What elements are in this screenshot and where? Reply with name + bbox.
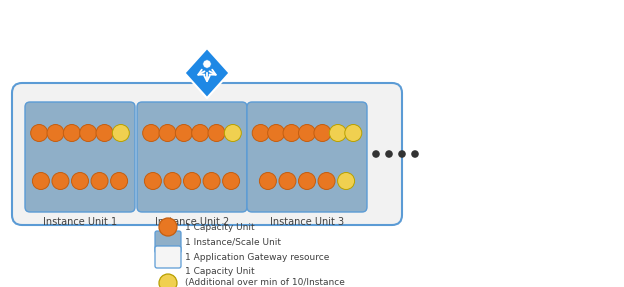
Circle shape <box>283 125 300 141</box>
FancyBboxPatch shape <box>137 102 247 212</box>
Circle shape <box>32 172 49 189</box>
Circle shape <box>112 125 129 141</box>
Circle shape <box>314 125 331 141</box>
Circle shape <box>318 172 335 189</box>
Circle shape <box>260 172 276 189</box>
FancyBboxPatch shape <box>247 102 367 212</box>
Circle shape <box>225 125 241 141</box>
Circle shape <box>183 172 200 189</box>
Circle shape <box>268 125 285 141</box>
Circle shape <box>298 125 316 141</box>
Circle shape <box>159 274 177 287</box>
Text: 1 Application Gateway resource: 1 Application Gateway resource <box>185 253 329 261</box>
Circle shape <box>192 125 208 141</box>
Text: Instance Unit 1: Instance Unit 1 <box>43 217 117 227</box>
Circle shape <box>175 125 192 141</box>
Circle shape <box>144 172 162 189</box>
Text: Instance Unit 3: Instance Unit 3 <box>270 217 344 227</box>
Circle shape <box>398 150 406 158</box>
Circle shape <box>203 60 211 68</box>
Polygon shape <box>185 48 230 98</box>
Circle shape <box>159 218 177 236</box>
FancyBboxPatch shape <box>12 83 402 225</box>
Circle shape <box>80 125 97 141</box>
Circle shape <box>203 172 220 189</box>
FancyBboxPatch shape <box>155 231 181 253</box>
Circle shape <box>345 125 362 141</box>
Circle shape <box>411 150 419 158</box>
Circle shape <box>338 172 354 189</box>
Circle shape <box>31 125 47 141</box>
Circle shape <box>143 125 160 141</box>
Circle shape <box>52 172 69 189</box>
Circle shape <box>372 150 380 158</box>
Circle shape <box>208 125 225 141</box>
Circle shape <box>329 125 346 141</box>
Circle shape <box>252 125 269 141</box>
Circle shape <box>110 172 127 189</box>
FancyBboxPatch shape <box>25 102 135 212</box>
FancyBboxPatch shape <box>155 246 181 268</box>
Circle shape <box>96 125 113 141</box>
Text: 1 Instance/Scale Unit: 1 Instance/Scale Unit <box>185 238 281 247</box>
Text: Instance Unit 2: Instance Unit 2 <box>155 217 229 227</box>
Circle shape <box>385 150 392 158</box>
Circle shape <box>223 172 240 189</box>
Circle shape <box>91 172 108 189</box>
Text: 1 Capacity Unit: 1 Capacity Unit <box>185 222 255 232</box>
Circle shape <box>164 172 181 189</box>
Circle shape <box>47 125 64 141</box>
Circle shape <box>298 172 316 189</box>
Circle shape <box>63 125 80 141</box>
Text: 1 Capacity Unit
(Additional over min of 10/Instance
based on usage): 1 Capacity Unit (Additional over min of … <box>185 267 345 287</box>
Circle shape <box>279 172 296 189</box>
Circle shape <box>159 125 176 141</box>
Circle shape <box>72 172 89 189</box>
